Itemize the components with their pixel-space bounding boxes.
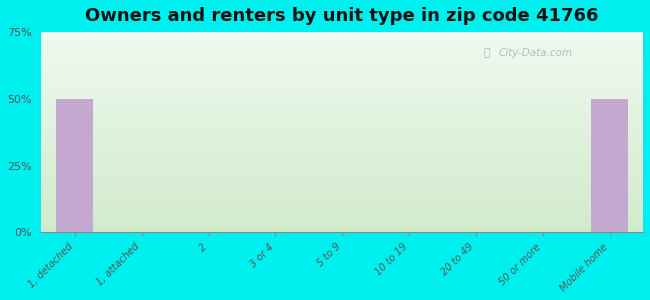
Text: City-Data.com: City-Data.com [499, 48, 573, 58]
Bar [592, 99, 628, 232]
Title: Owners and renters by unit type in zip code 41766: Owners and renters by unit type in zip c… [86, 7, 599, 25]
Text: ⓘ: ⓘ [484, 48, 490, 58]
Bar [57, 99, 93, 232]
